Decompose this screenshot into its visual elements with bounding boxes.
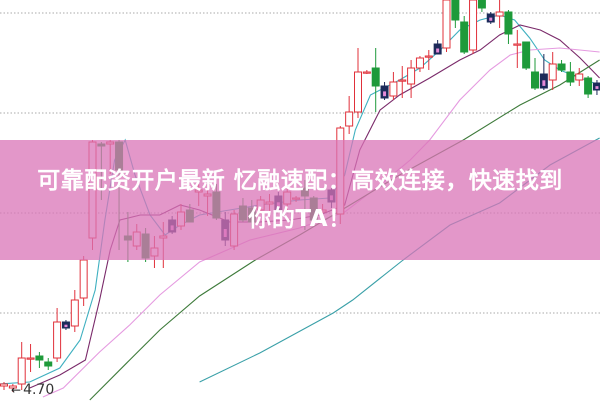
candle-body	[451, 0, 460, 21]
title-banner	[0, 140, 600, 260]
candle-body	[0, 383, 8, 387]
candle-body	[17, 357, 26, 385]
candle-body	[362, 71, 371, 74]
candle-body	[8, 385, 17, 389]
signal-marker-icon	[595, 86, 599, 89]
candle-body	[407, 67, 416, 85]
low-price-label: 4.70	[23, 382, 55, 398]
candle-body	[442, 0, 451, 49]
candle-body	[35, 355, 44, 361]
candle-body	[584, 77, 593, 95]
candle-body	[522, 41, 531, 69]
low-price-marker: ← 4.70	[11, 382, 54, 398]
banner-line-1: 可靠配资开户最新 忆融速配：高效连接，快速找到	[37, 168, 563, 194]
banner-headline: 可靠配资开户最新 忆融速配：高效连接，快速找到 你的TA！	[0, 140, 600, 260]
signal-marker-icon	[436, 48, 440, 53]
candle-body	[460, 21, 469, 53]
candle-body	[531, 71, 539, 89]
candle-body	[415, 57, 424, 69]
signal-marker-icon	[489, 17, 493, 21]
candle-body	[504, 11, 513, 35]
candle-body	[557, 63, 566, 71]
candle-body	[345, 111, 354, 127]
candle-body	[53, 321, 62, 359]
signal-marker-icon	[64, 324, 68, 328]
candle-body	[44, 361, 53, 367]
candle-body	[424, 55, 433, 58]
candle-body	[566, 71, 575, 83]
signal-marker-icon	[383, 91, 387, 97]
candle-body	[26, 357, 35, 360]
candle-body	[548, 63, 557, 81]
candle-body	[575, 73, 584, 81]
candle-body	[79, 259, 88, 299]
candle-body	[469, 0, 478, 51]
candle-body	[495, 11, 504, 17]
candle-body	[477, 0, 486, 9]
candle-body	[70, 299, 79, 327]
left-arrow-icon: ←	[11, 383, 22, 397]
banner-line-2: 你的TA！	[248, 206, 352, 232]
candle-body	[513, 43, 522, 46]
candle-body	[389, 81, 398, 97]
signal-marker-icon	[542, 80, 546, 86]
candle-body	[398, 79, 407, 82]
candle-body	[354, 71, 362, 113]
candle-body	[371, 67, 380, 87]
